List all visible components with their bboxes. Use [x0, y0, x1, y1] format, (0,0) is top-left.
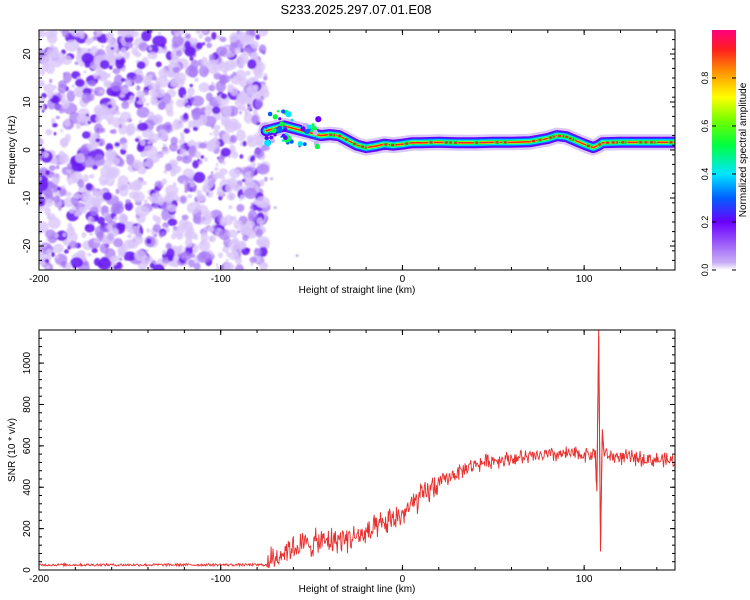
- spectrogram-noise-region: [39, 30, 299, 270]
- snr-x-tick-label: 0: [400, 574, 406, 585]
- spectrogram-signal-ridge: [258, 109, 675, 156]
- spectrogram-y-tick-label: 0: [22, 147, 33, 153]
- spectrogram-x-tick-label: -100: [211, 274, 231, 285]
- snr-y-label: SNR (10 * v/v): [7, 418, 18, 482]
- colorbar-tick-label: 0.4: [700, 168, 710, 181]
- colorbar-tick-label: 0.8: [700, 72, 710, 85]
- colorbar-label: Normalized spectral amplitude: [738, 82, 749, 217]
- colorbar-tick-label: 0.2: [700, 216, 710, 229]
- snr-spike: [594, 330, 605, 552]
- snr-y-tick-label: 1000: [22, 352, 33, 375]
- colorbar-tick-label: 0.0: [700, 264, 710, 277]
- chart-title: S233.2025.297.07.01.E08: [280, 2, 431, 17]
- snr-y-tick-label: 800: [22, 396, 33, 413]
- snr-y-tick-label: 600: [22, 437, 33, 454]
- colorbar: 0.0 0.2 0.4 0.6 0.8 Normalized spectral ampl…: [700, 30, 749, 276]
- colorbar-tick-label: 0.6: [700, 120, 710, 133]
- snr-y-tick-label: 200: [22, 520, 33, 537]
- spectrogram-y-tick-label: 10: [22, 96, 33, 108]
- colorbar-gradient: [712, 30, 736, 270]
- snr-x-label: Height of straight line (km): [299, 584, 416, 595]
- spectrogram-y-label: Frequency (Hz): [7, 116, 18, 185]
- spectrogram-x-label: Height of straight line (km): [299, 285, 416, 296]
- spectrogram-y-tick-label: -20: [22, 238, 33, 253]
- snr-line: [39, 336, 675, 569]
- colorbar-ticks: 0.0 0.2 0.4 0.6 0.8: [700, 72, 736, 277]
- snr-x-tick-label: -200: [29, 574, 49, 585]
- spectrogram-x-tick-label: 100: [576, 274, 593, 285]
- snr-y-tick-label: 0: [22, 567, 33, 573]
- snr-y-tick-label: 400: [22, 478, 33, 495]
- spectrogram-x-tick-label: -200: [29, 274, 49, 285]
- snr-content: [39, 330, 675, 569]
- spectrogram-x-tick-label: 0: [400, 274, 406, 285]
- snr-x-tick-label: 100: [576, 574, 593, 585]
- snr-x-tick-label: -100: [211, 574, 231, 585]
- spectrogram-y-tick-label: -10: [22, 190, 33, 205]
- spectrogram-y-tick-label: 20: [22, 48, 33, 60]
- snr-frame: [38, 329, 676, 571]
- spectrogram-content: [39, 30, 675, 270]
